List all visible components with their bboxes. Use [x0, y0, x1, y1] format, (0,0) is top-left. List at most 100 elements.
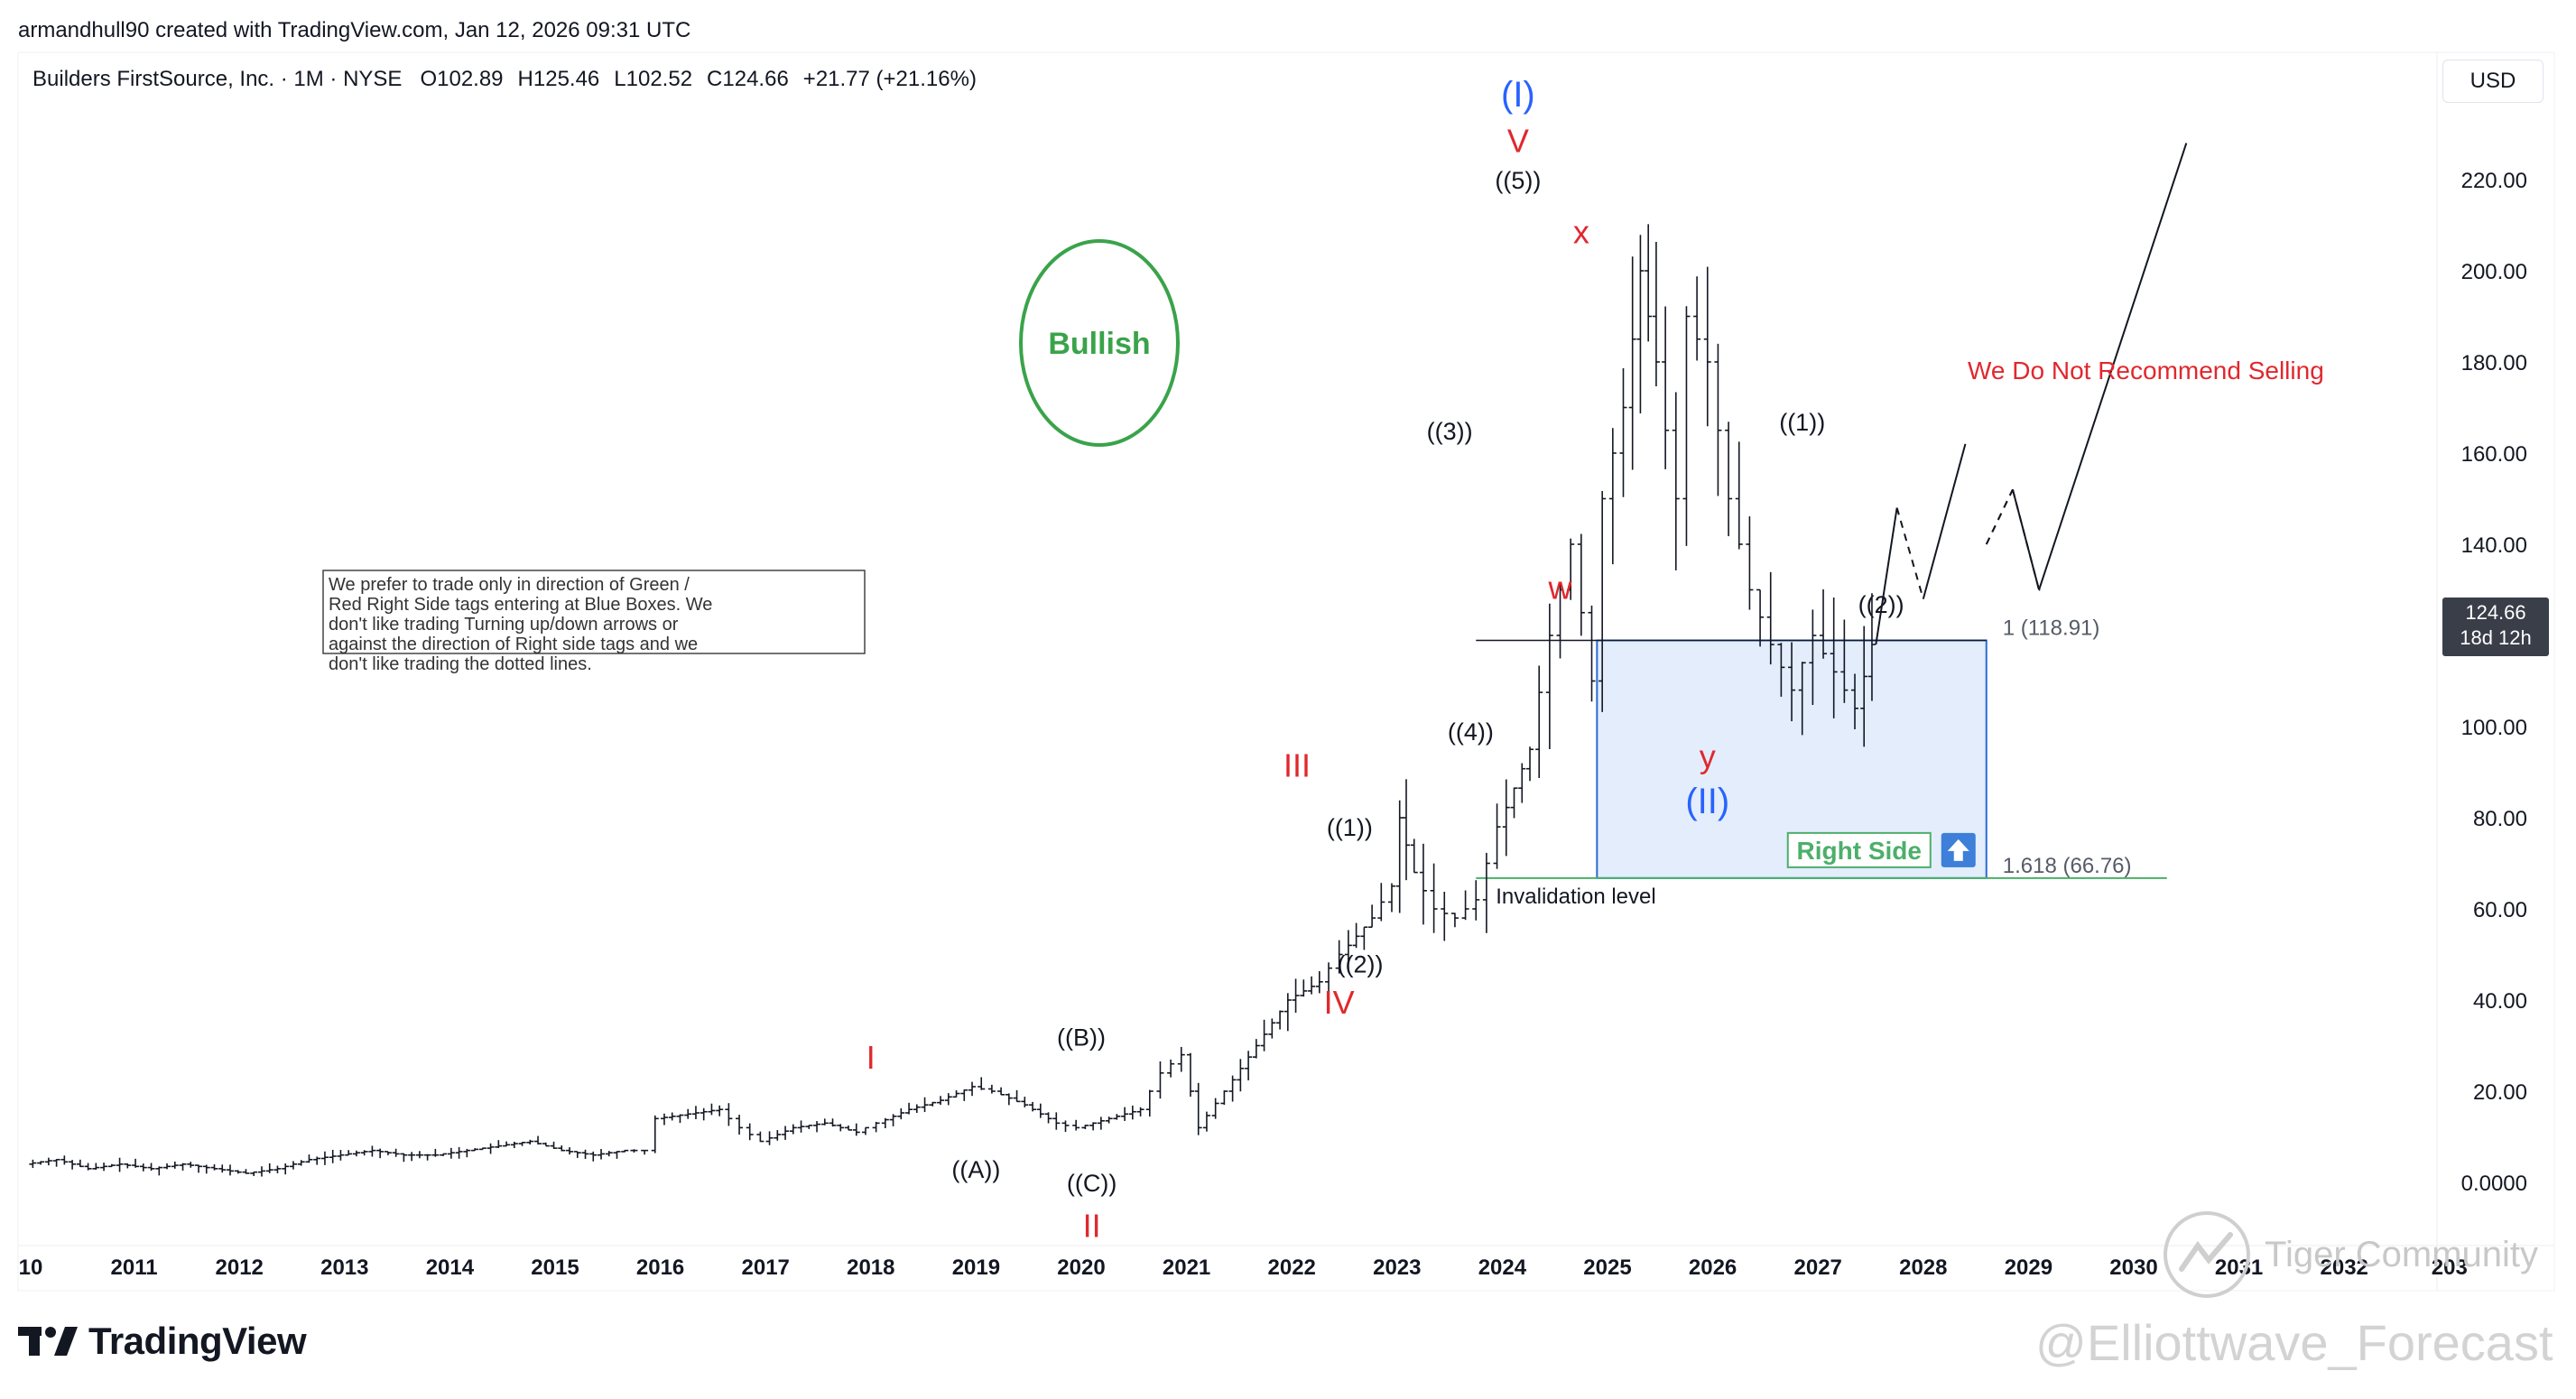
- ohlc-bar: [1472, 880, 1480, 921]
- ohlc-bar: [1860, 625, 1868, 747]
- x-tick-label: 2018: [847, 1255, 894, 1280]
- ohlc-bar: [1167, 1059, 1175, 1078]
- ohlc-bar: [195, 1164, 203, 1173]
- ohlc-bar: [76, 1159, 84, 1168]
- ohlc-bar: [368, 1145, 376, 1157]
- ohlc-bar: [345, 1150, 353, 1156]
- ohlc-bar: [384, 1151, 392, 1155]
- ohlc-bar: [376, 1148, 385, 1159]
- ohlc-bar: [503, 1141, 511, 1147]
- ohlc-bar: [486, 1143, 495, 1154]
- ohlc-bar: [684, 1108, 692, 1119]
- wave-label: V: [1507, 123, 1529, 160]
- ohlc-bar: [1276, 1010, 1284, 1030]
- ohlc-bar: [968, 1081, 977, 1097]
- ohlc-bar: [52, 1158, 60, 1167]
- ohlc-bar: [1645, 224, 1653, 342]
- symbol-legend: Builders FirstSource, Inc. · 1M · NYSE O…: [32, 67, 977, 92]
- ohlc-bar: [218, 1164, 227, 1173]
- ohlc-bar: [1840, 619, 1849, 703]
- open-label: O: [420, 67, 438, 91]
- tradingview-logo[interactable]: TradingView: [18, 1320, 307, 1363]
- ohlc-bar: [774, 1130, 782, 1141]
- ohlc-bar: [337, 1150, 345, 1161]
- y-tick-label: 200.00: [2461, 260, 2527, 284]
- ohlc-bar: [1636, 235, 1645, 413]
- ohlc-bar: [937, 1096, 945, 1106]
- x-tick-label: 2020: [1057, 1255, 1105, 1280]
- ohlc-bar: [92, 1163, 100, 1171]
- ohlc-bar: [1021, 1097, 1029, 1107]
- ohlc-bar: [589, 1151, 598, 1162]
- x-tick-label: 10: [19, 1255, 43, 1280]
- ohlc-bar: [1735, 441, 1743, 550]
- ohlc-bar: [1228, 1075, 1237, 1102]
- wave-label: I: [866, 1039, 876, 1076]
- ohlc-bar: [155, 1166, 163, 1176]
- ohlc-bar: [1194, 1082, 1202, 1135]
- ohlc-bar: [1113, 1114, 1121, 1120]
- wave-label: ((A)): [951, 1156, 1000, 1183]
- ohlc-bar: [1072, 1119, 1080, 1131]
- ohlc-bar: [1220, 1090, 1228, 1106]
- ohlc-bar: [69, 1160, 77, 1170]
- x-tick-label: 2028: [1899, 1255, 1947, 1280]
- ohlc-bar: [651, 1115, 659, 1153]
- ohlc-bar: [921, 1097, 929, 1113]
- ohlc-bar: [1387, 883, 1395, 913]
- ohlc-bar: [1510, 787, 1518, 819]
- low-value: 102.52: [625, 67, 693, 91]
- fib-level-label: 1.618 (66.76): [2003, 854, 2132, 878]
- ohlc-bar: [1237, 1059, 1245, 1092]
- ohlc-bar: [242, 1169, 250, 1174]
- ohlc-bar: [598, 1149, 606, 1160]
- y-tick-label: 100.00: [2461, 716, 2527, 740]
- ohlc-bar: [1403, 779, 1411, 881]
- ohlc-bar: [1377, 883, 1385, 922]
- ohlc-bar: [1672, 392, 1680, 570]
- ohlc-bar: [1089, 1122, 1098, 1131]
- projection-leg: [1875, 507, 1898, 645]
- symbol-name[interactable]: Builders FirstSource, Inc. · 1M · NYSE: [32, 67, 403, 91]
- ohlc-bar: [1044, 1112, 1052, 1124]
- x-tick-label: 2019: [952, 1255, 1000, 1280]
- ohlc-bar: [289, 1161, 297, 1170]
- ohlc-bar: [250, 1171, 258, 1177]
- ohlc-bar: [1598, 491, 1607, 712]
- tiger-community-text: Tiger Community: [2265, 1234, 2539, 1274]
- ohlc-bar: [813, 1121, 821, 1133]
- ohlc-bar: [1335, 940, 1343, 974]
- currency-button[interactable]: USD: [2442, 60, 2544, 103]
- ohlc-bar: [889, 1114, 897, 1126]
- ohlc-bar: [700, 1107, 708, 1121]
- ohlc-bar: [1482, 852, 1490, 933]
- ohlc-bar: [171, 1161, 179, 1169]
- ohlc-bar: [1588, 605, 1596, 702]
- change-value: +21.77 (+21.16%): [802, 67, 977, 91]
- ohlc-bar: [566, 1147, 574, 1155]
- ohlc-bar: [44, 1157, 52, 1166]
- ohlc-bar: [952, 1089, 960, 1098]
- ohlc-bar: [1013, 1089, 1021, 1103]
- ohlc-bar: [1097, 1116, 1105, 1130]
- ohlc-bar: [1662, 306, 1670, 469]
- ohlc-bar: [691, 1106, 700, 1119]
- ohlc-bar: [978, 1077, 986, 1090]
- ohlc-bar: [478, 1147, 486, 1151]
- ohlc-bar: [716, 1105, 724, 1116]
- ohlc-bar: [116, 1157, 124, 1172]
- ohlc-bar: [29, 1159, 37, 1169]
- ohlc-bar: [124, 1163, 132, 1169]
- ohlc-bar: [558, 1145, 566, 1152]
- ohlc-bar: [471, 1148, 479, 1152]
- ohlc-bar: [1441, 891, 1449, 941]
- ohlc-bar: [845, 1126, 853, 1131]
- y-tick-label: 220.00: [2461, 169, 2527, 193]
- y-tick-label: 180.00: [2461, 351, 2527, 375]
- high-label: H: [517, 67, 533, 91]
- ohlc-bar: [147, 1163, 155, 1171]
- projection-leg: [1922, 443, 1967, 599]
- wave-label: (I): [1501, 75, 1535, 115]
- tiger-watermark: Tiger Community: [2162, 1209, 2538, 1300]
- bullish-label: Bullish: [1048, 327, 1150, 361]
